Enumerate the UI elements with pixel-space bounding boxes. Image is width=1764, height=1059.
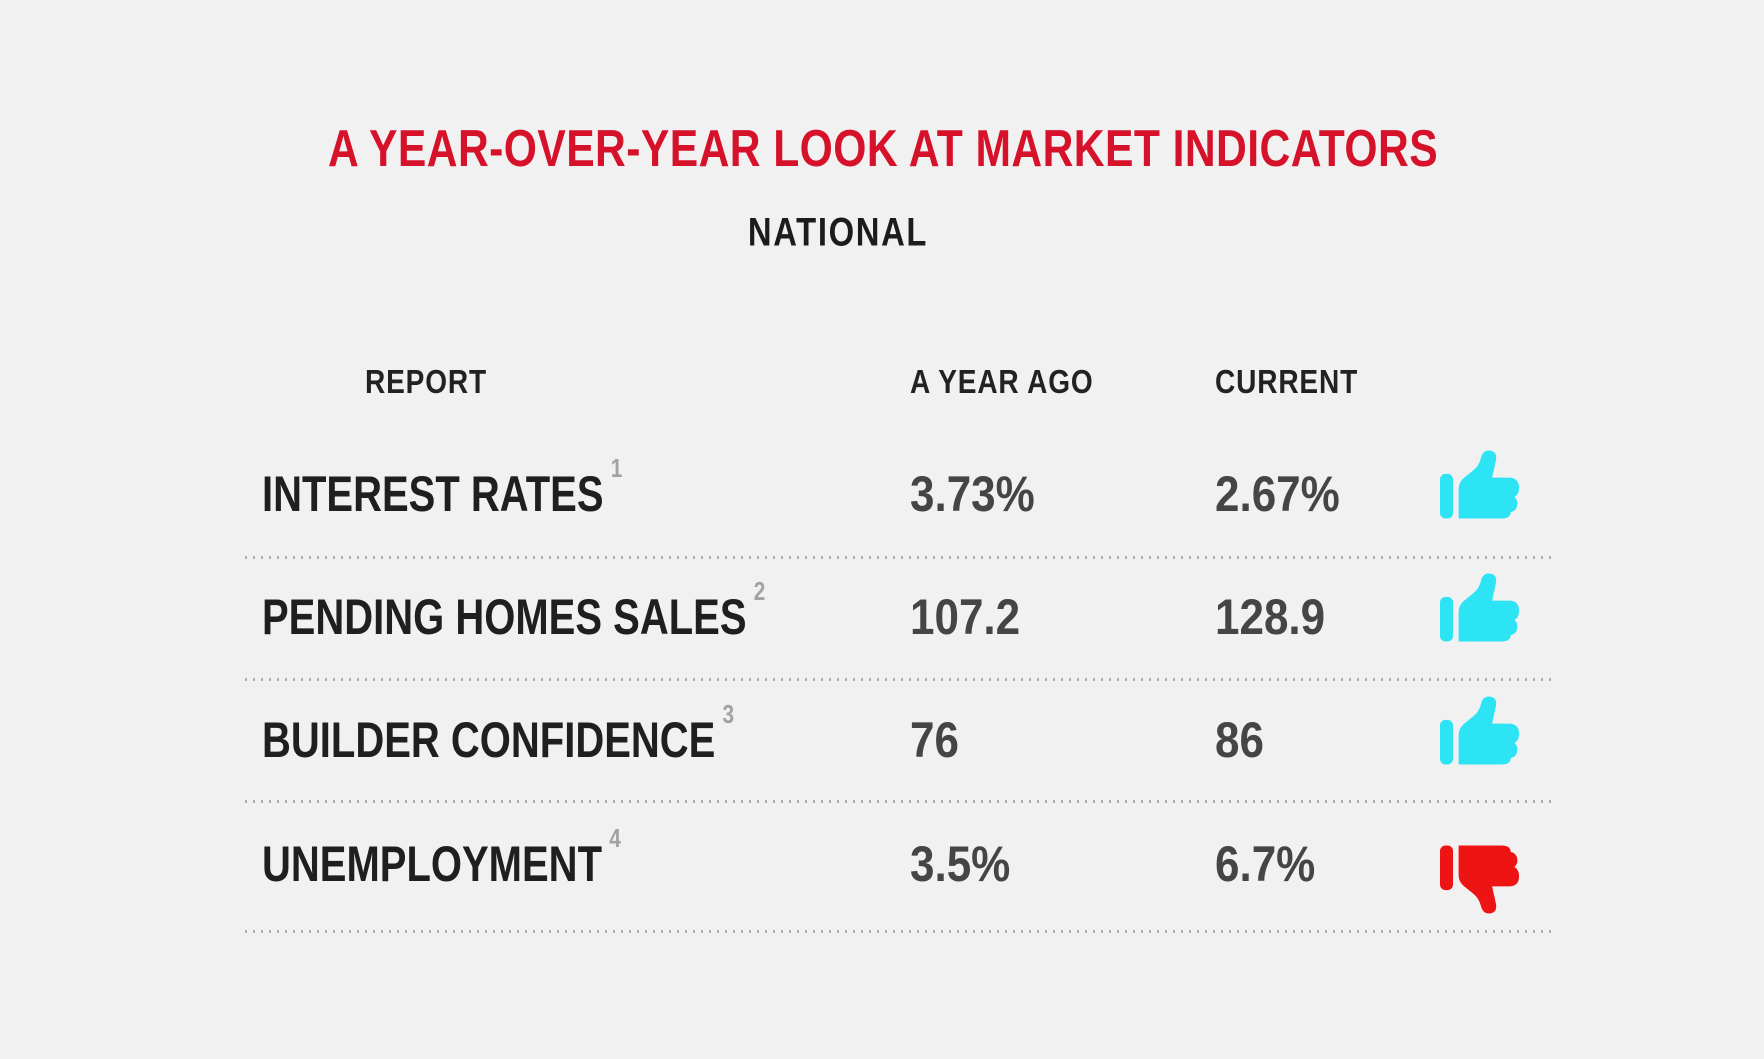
page-subtitle: NATIONAL: [728, 211, 948, 256]
current-value: 128.9: [1215, 589, 1326, 645]
trend-cell: [1440, 450, 1520, 531]
trend-cell: [1440, 827, 1520, 914]
row-divider: [245, 800, 1553, 803]
table-row: PENDING HOMES SALES 2 107.2 128.9: [245, 573, 1555, 654]
report-label: BUILDER CONFIDENCE 3: [262, 699, 734, 769]
current-value: 86: [1215, 712, 1264, 768]
table-header-row: REPORT A YEAR AGO CURRENT: [245, 363, 1555, 401]
trend-cell: [1440, 696, 1520, 777]
report-label-text: UNEMPLOYMENT: [262, 836, 602, 892]
report-label-text: BUILDER CONFIDENCE: [262, 712, 716, 768]
thumb-icon-graphic: [1440, 696, 1520, 765]
trend-cell: [1440, 573, 1520, 654]
page-subtitle-text: NATIONAL: [747, 210, 929, 255]
footnote-marker: 4: [609, 823, 621, 854]
year-ago-value: 3.5%: [910, 836, 1011, 892]
current-value: 6.7%: [1215, 836, 1316, 892]
column-header-report-text: REPORT: [365, 363, 487, 400]
page-title: A YEAR-OVER-YEAR LOOK AT MARKET INDICATO…: [206, 119, 1560, 179]
current-value-cell: 86: [1205, 711, 1440, 769]
column-header-report: REPORT: [245, 363, 900, 401]
current-value-cell: 2.67%: [1205, 465, 1440, 523]
footnote-marker: 1: [610, 453, 623, 484]
column-header-year-ago-text: A YEAR AGO: [910, 363, 1094, 400]
thumb-icon-graphic: [1440, 845, 1520, 914]
report-label-cell: INTEREST RATES 1: [245, 453, 900, 523]
thumbs-down-icon: [1440, 841, 1520, 915]
report-label: INTEREST RATES 1: [262, 453, 622, 523]
report-label-cell: UNEMPLOYMENT 4: [245, 823, 900, 893]
report-label-text: PENDING HOMES SALES: [262, 589, 747, 645]
current-value-cell: 6.7%: [1205, 835, 1440, 893]
report-label-cell: BUILDER CONFIDENCE 3: [245, 699, 900, 769]
row-divider: [245, 930, 1553, 933]
report-label: UNEMPLOYMENT 4: [262, 823, 621, 893]
year-ago-value: 3.73%: [910, 466, 1035, 522]
report-label: PENDING HOMES SALES 2: [262, 576, 765, 646]
column-header-current: CURRENT: [1205, 363, 1440, 401]
row-divider: [245, 556, 1553, 559]
year-ago-value-cell: 3.73%: [900, 465, 1205, 523]
year-ago-value: 107.2: [910, 589, 1021, 645]
year-ago-value-cell: 76: [900, 711, 1205, 769]
current-value-cell: 128.9: [1205, 588, 1440, 646]
column-header-current-text: CURRENT: [1215, 363, 1359, 400]
table-row: INTEREST RATES 1 3.73% 2.67%: [245, 450, 1555, 531]
thumbs-up-icon: [1440, 449, 1520, 523]
year-ago-value-cell: 107.2: [900, 588, 1205, 646]
report-label-text: INTEREST RATES: [262, 466, 604, 522]
column-header-year-ago: A YEAR AGO: [900, 363, 1205, 401]
table-row: BUILDER CONFIDENCE 3 76 86: [245, 696, 1555, 777]
page-title-text: A YEAR-OVER-YEAR LOOK AT MARKET INDICATO…: [327, 120, 1439, 178]
thumb-icon-graphic: [1440, 450, 1520, 519]
thumbs-up-icon: [1440, 695, 1520, 769]
footnote-marker: 3: [722, 699, 735, 730]
row-divider: [245, 678, 1553, 681]
year-ago-value-cell: 3.5%: [900, 835, 1205, 893]
thumbs-up-icon: [1440, 572, 1520, 646]
current-value: 2.67%: [1215, 466, 1340, 522]
table-row: UNEMPLOYMENT 4 3.5% 6.7%: [245, 823, 1555, 914]
report-label-cell: PENDING HOMES SALES 2: [245, 576, 900, 646]
thumb-icon-graphic: [1440, 573, 1520, 642]
year-ago-value: 76: [910, 712, 959, 768]
footnote-marker: 2: [753, 576, 766, 607]
